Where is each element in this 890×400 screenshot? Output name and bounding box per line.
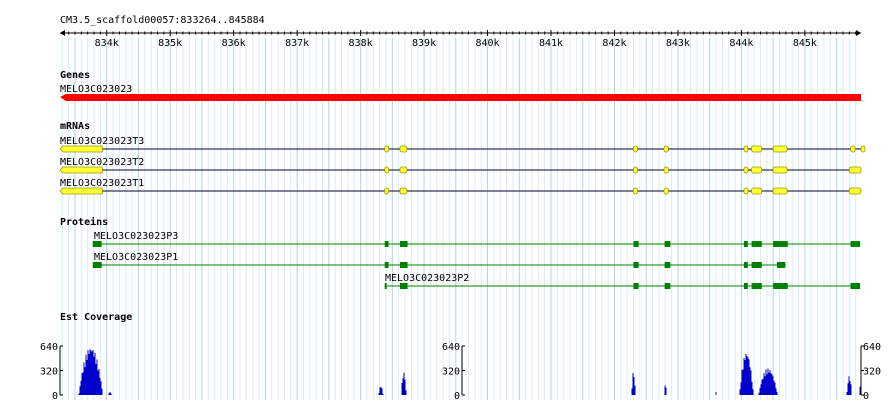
- est-axis-label: 0: [52, 391, 58, 400]
- ruler-axis: 834k 835k 836k 837k 838k 839k 840k 841k 842k 843k…: [60, 30, 861, 49]
- ruler-tick-label: 842k: [602, 38, 626, 49]
- protein-cds: [751, 241, 762, 247]
- ruler-tick-label: 838k: [349, 38, 373, 49]
- ruler-tick-label: 843k: [666, 38, 690, 49]
- mrna-exon: [751, 166, 763, 174]
- ruler-tick-label: 839k: [412, 38, 436, 49]
- est-axis-label: 640: [863, 342, 881, 353]
- genes-track-title: Genes: [60, 70, 91, 81]
- protein-label: MELO3C023023P3: [94, 231, 178, 242]
- est-axis-label: 640: [442, 342, 460, 353]
- protein-cds: [751, 283, 762, 289]
- protein-cds: [384, 283, 387, 289]
- mrna-exon: [772, 187, 788, 195]
- est-axis-label: 320: [863, 367, 881, 378]
- mrna-exon: [399, 187, 408, 195]
- protein-cds: [850, 283, 861, 289]
- mrna-label: MELO3C023023T3: [60, 136, 144, 147]
- est-axis-label: 320: [40, 367, 58, 378]
- mrna-exon: [772, 166, 788, 174]
- protein-cds: [92, 262, 102, 268]
- mrna-exon: [633, 166, 638, 174]
- proteins-features: MELO3C023023P3 MELO3C023023P1 MELO3C023023…: [92, 231, 861, 289]
- ruler-tick-label: 835k: [158, 38, 182, 49]
- est-axis-label: 0: [863, 391, 869, 400]
- protein-cds: [773, 241, 788, 247]
- mrna-exon: [743, 166, 749, 174]
- mrna-exon: [850, 145, 856, 153]
- mrna-exon: [860, 145, 866, 153]
- est-track-title: Est Coverage: [60, 312, 133, 323]
- est-axis-label: 0: [454, 391, 460, 400]
- protein-cds: [743, 241, 748, 247]
- protein-cds: [399, 283, 408, 289]
- protein-cds: [384, 241, 389, 247]
- ruler-tick-label: 840k: [475, 38, 499, 49]
- protein-cds: [633, 241, 639, 247]
- est-axis-label: 320: [442, 367, 460, 378]
- mrna-exon: [384, 187, 390, 195]
- location-label: CM3.5_scaffold00057:833264..845884: [60, 15, 265, 26]
- mrna-exon: [399, 166, 408, 174]
- ruler-tick-label: 834k: [95, 38, 119, 49]
- gene-feature: [60, 94, 861, 101]
- mrna-exon: [848, 187, 862, 195]
- protein-cds: [399, 241, 408, 247]
- mrna-label: MELO3C023023T2: [60, 157, 144, 168]
- mrna-exon: [59, 187, 103, 195]
- mrna-exon: [772, 145, 788, 153]
- mrnas-features: MELO3C023023T3 MELO3C023023T2 MELO3C023023…: [59, 136, 866, 195]
- genes-features: MELO3C023023: [60, 84, 861, 101]
- mrna-exon: [663, 145, 669, 153]
- protein-cds: [664, 262, 671, 268]
- protein-cds: [384, 262, 389, 268]
- mrna-exon: [663, 166, 669, 174]
- protein-cds: [633, 283, 639, 289]
- protein-cds: [92, 241, 102, 247]
- protein-cds: [633, 262, 639, 268]
- mrna-exon: [743, 187, 749, 195]
- mrna-exon: [384, 145, 390, 153]
- mrnas-track-title: mRNAs: [60, 121, 91, 132]
- mrna-exon: [743, 145, 749, 153]
- protein-cds: [664, 241, 671, 247]
- protein-label: MELO3C023023P2: [385, 273, 469, 284]
- protein-cds: [743, 262, 748, 268]
- ruler-tick-label: 844k: [729, 38, 753, 49]
- mrna-exon: [59, 166, 103, 174]
- mrna-exon: [633, 187, 638, 195]
- ruler-right-arrow: [856, 30, 861, 36]
- proteins-track-title: Proteins: [60, 217, 109, 228]
- mrna-label: MELO3C023023T1: [60, 178, 144, 189]
- protein-cds: [399, 262, 408, 268]
- mrna-exon: [399, 145, 408, 153]
- protein-cds: [776, 262, 786, 268]
- mrna-exon: [384, 166, 390, 174]
- protein-cds: [850, 241, 861, 247]
- ruler-tick-label: 836k: [222, 38, 246, 49]
- mrna-exon: [751, 187, 763, 195]
- mrna-exon: [848, 166, 862, 174]
- mrna-exon: [663, 187, 669, 195]
- mrna-exon: [751, 145, 763, 153]
- gene-label: MELO3C023023: [60, 84, 132, 95]
- protein-cds: [664, 283, 671, 289]
- protein-cds: [751, 262, 762, 268]
- mrna-exon: [59, 145, 103, 153]
- mrna-exon: [633, 145, 638, 153]
- protein-label: MELO3C023023P1: [94, 252, 178, 263]
- ruler-tick-label: 845k: [793, 38, 817, 49]
- ruler-tick-label: 841k: [539, 38, 563, 49]
- protein-cds: [773, 283, 788, 289]
- est-axis-label: 640: [40, 342, 58, 353]
- ruler-tick-label: 837k: [285, 38, 309, 49]
- protein-cds: [743, 283, 748, 289]
